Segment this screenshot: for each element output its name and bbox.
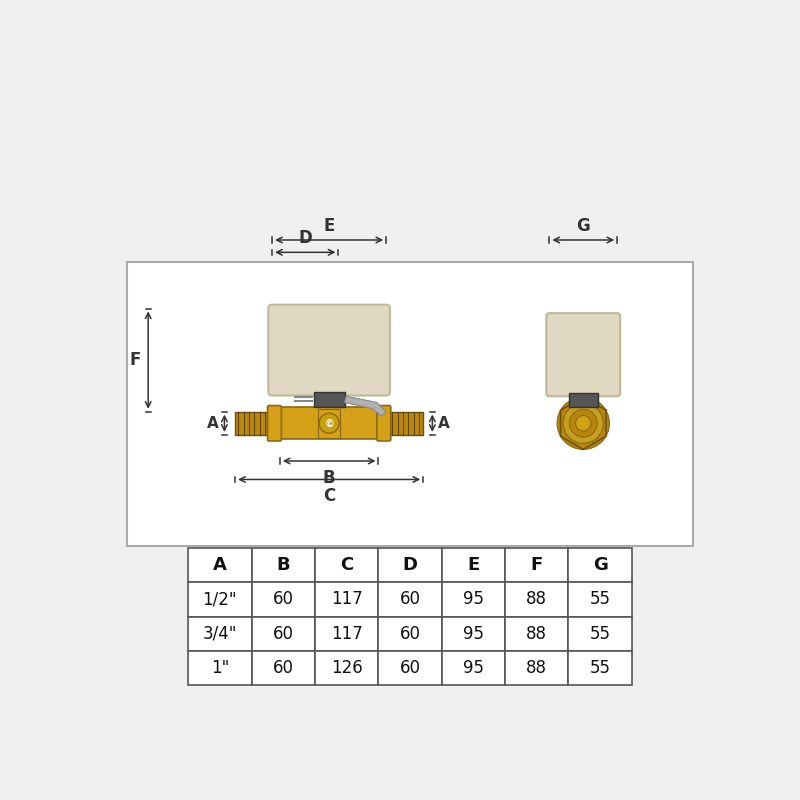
Text: C: C xyxy=(340,556,354,574)
Text: B: B xyxy=(277,556,290,574)
Circle shape xyxy=(319,414,339,434)
Text: G: G xyxy=(593,556,607,574)
Bar xyxy=(378,650,442,685)
Bar xyxy=(188,582,251,617)
Bar xyxy=(569,548,632,582)
Bar xyxy=(188,617,251,650)
Text: 1/2": 1/2" xyxy=(202,590,238,608)
Text: 60: 60 xyxy=(273,590,294,608)
Text: 3/4": 3/4" xyxy=(202,625,237,642)
Text: 60: 60 xyxy=(273,659,294,677)
FancyBboxPatch shape xyxy=(377,406,390,441)
Text: F: F xyxy=(530,556,543,574)
Text: 55: 55 xyxy=(590,625,610,642)
Text: 126: 126 xyxy=(330,659,362,677)
Circle shape xyxy=(563,403,603,443)
Bar xyxy=(251,582,315,617)
Text: G: G xyxy=(576,217,590,234)
Text: D: D xyxy=(298,229,312,247)
Bar xyxy=(126,262,694,546)
FancyBboxPatch shape xyxy=(267,406,282,441)
Text: E: E xyxy=(323,217,335,234)
Text: 88: 88 xyxy=(526,625,547,642)
Bar xyxy=(569,582,632,617)
Bar xyxy=(188,650,251,685)
Bar xyxy=(188,548,251,582)
Bar xyxy=(442,650,505,685)
Bar xyxy=(378,412,423,435)
Circle shape xyxy=(557,397,610,450)
Text: 88: 88 xyxy=(526,659,547,677)
Bar xyxy=(280,407,378,439)
Bar xyxy=(505,548,569,582)
Text: 60: 60 xyxy=(399,625,421,642)
Circle shape xyxy=(575,415,591,431)
Bar xyxy=(378,548,442,582)
Bar xyxy=(569,394,598,407)
Text: 117: 117 xyxy=(330,590,362,608)
Bar xyxy=(315,548,378,582)
Bar xyxy=(442,548,505,582)
Bar xyxy=(251,650,315,685)
Polygon shape xyxy=(345,396,386,416)
Text: 117: 117 xyxy=(330,625,362,642)
Text: E: E xyxy=(467,556,479,574)
Bar xyxy=(378,617,442,650)
Bar xyxy=(505,617,569,650)
Bar xyxy=(442,582,505,617)
Text: C: C xyxy=(323,487,335,505)
Text: 88: 88 xyxy=(526,590,547,608)
Bar xyxy=(235,412,280,435)
Bar xyxy=(378,582,442,617)
Text: B: B xyxy=(323,469,335,486)
Text: F: F xyxy=(129,351,141,369)
Text: ©: © xyxy=(325,418,335,428)
Text: 60: 60 xyxy=(399,590,421,608)
Bar xyxy=(442,617,505,650)
Bar xyxy=(251,548,315,582)
Text: 1": 1" xyxy=(210,659,229,677)
Text: A: A xyxy=(213,556,227,574)
Bar xyxy=(314,392,345,407)
Bar xyxy=(569,650,632,685)
Text: A: A xyxy=(207,416,219,430)
Text: D: D xyxy=(402,556,418,574)
FancyBboxPatch shape xyxy=(546,313,620,396)
Text: 60: 60 xyxy=(399,659,421,677)
Bar xyxy=(505,650,569,685)
Circle shape xyxy=(570,410,597,437)
Text: A: A xyxy=(438,416,450,430)
Text: 95: 95 xyxy=(463,590,484,608)
Bar xyxy=(569,617,632,650)
Text: 55: 55 xyxy=(590,590,610,608)
Text: 95: 95 xyxy=(463,659,484,677)
Bar xyxy=(251,617,315,650)
Text: 55: 55 xyxy=(590,659,610,677)
Bar xyxy=(505,582,569,617)
Bar xyxy=(315,582,378,617)
Text: 95: 95 xyxy=(463,625,484,642)
Bar xyxy=(318,409,340,438)
Bar xyxy=(315,650,378,685)
Bar xyxy=(315,617,378,650)
FancyBboxPatch shape xyxy=(268,305,390,395)
Text: 60: 60 xyxy=(273,625,294,642)
